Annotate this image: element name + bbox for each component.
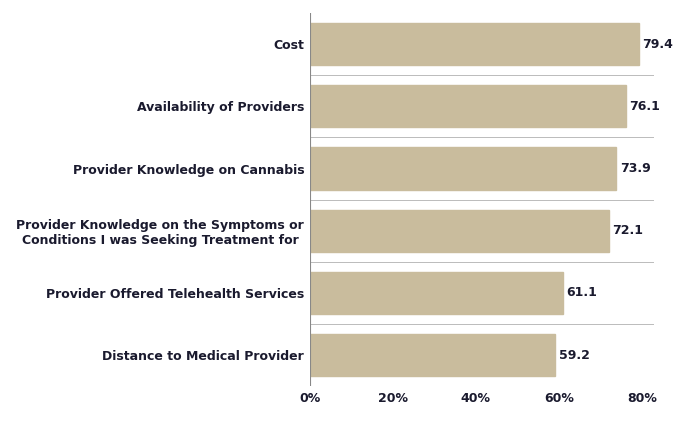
Text: 72.1: 72.1: [612, 224, 643, 237]
Bar: [310, 210, 609, 252]
Bar: [310, 334, 555, 376]
Bar: [310, 23, 640, 65]
Bar: [310, 85, 626, 128]
Text: 61.1: 61.1: [567, 286, 598, 299]
Text: 79.4: 79.4: [642, 38, 674, 51]
Bar: [310, 148, 617, 190]
Bar: [310, 272, 563, 314]
Text: 59.2: 59.2: [559, 349, 590, 362]
Text: 76.1: 76.1: [629, 100, 660, 113]
Text: 73.9: 73.9: [619, 162, 651, 175]
